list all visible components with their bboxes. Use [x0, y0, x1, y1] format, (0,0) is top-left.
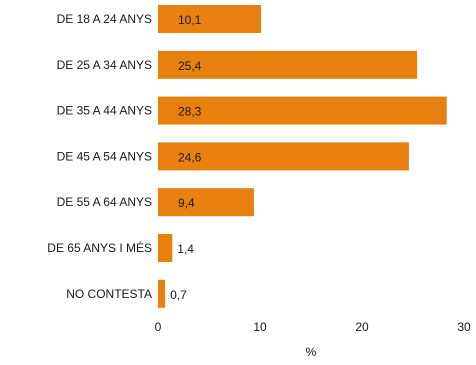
bar	[158, 142, 409, 171]
x-tick-label: 20	[355, 320, 369, 334]
category-labels: DE 18 A 24 ANYS DE 25 A 34 ANYS DE 35 A 44…	[47, 12, 152, 301]
bar	[158, 96, 447, 125]
data-label: 0,7	[170, 288, 187, 302]
data-label: 10,1	[178, 13, 202, 27]
x-tick-label: 0	[155, 320, 162, 334]
category-label: DE 18 A 24 ANYS	[57, 12, 152, 26]
data-label: 1,4	[177, 242, 194, 256]
data-label: 28,3	[178, 105, 202, 119]
category-label: DE 65 ANYS I MÉS	[47, 240, 152, 255]
data-labels: 10,1 25,4 28,3 24,6 9,4 1,4 0,7	[170, 13, 202, 302]
x-tick-label: 30	[457, 320, 471, 334]
category-label: DE 35 A 44 ANYS	[57, 104, 152, 118]
bar	[158, 234, 173, 262]
bar	[158, 279, 166, 308]
data-label: 9,4	[178, 196, 195, 210]
category-label: DE 55 A 64 ANYS	[57, 195, 152, 209]
category-label: DE 25 A 34 ANYS	[57, 58, 152, 72]
x-axis-label: %	[306, 345, 317, 359]
bars	[158, 5, 447, 308]
x-tick-label: 10	[253, 320, 267, 334]
x-tick-labels: 0 10 20 30	[155, 320, 471, 334]
category-label: DE 45 A 54 ANYS	[57, 149, 152, 163]
bar	[158, 188, 254, 217]
bar	[158, 50, 418, 79]
data-label: 25,4	[178, 59, 202, 73]
bar	[158, 5, 261, 33]
data-label: 24,6	[178, 150, 202, 164]
category-label: NO CONTESTA	[66, 287, 152, 301]
